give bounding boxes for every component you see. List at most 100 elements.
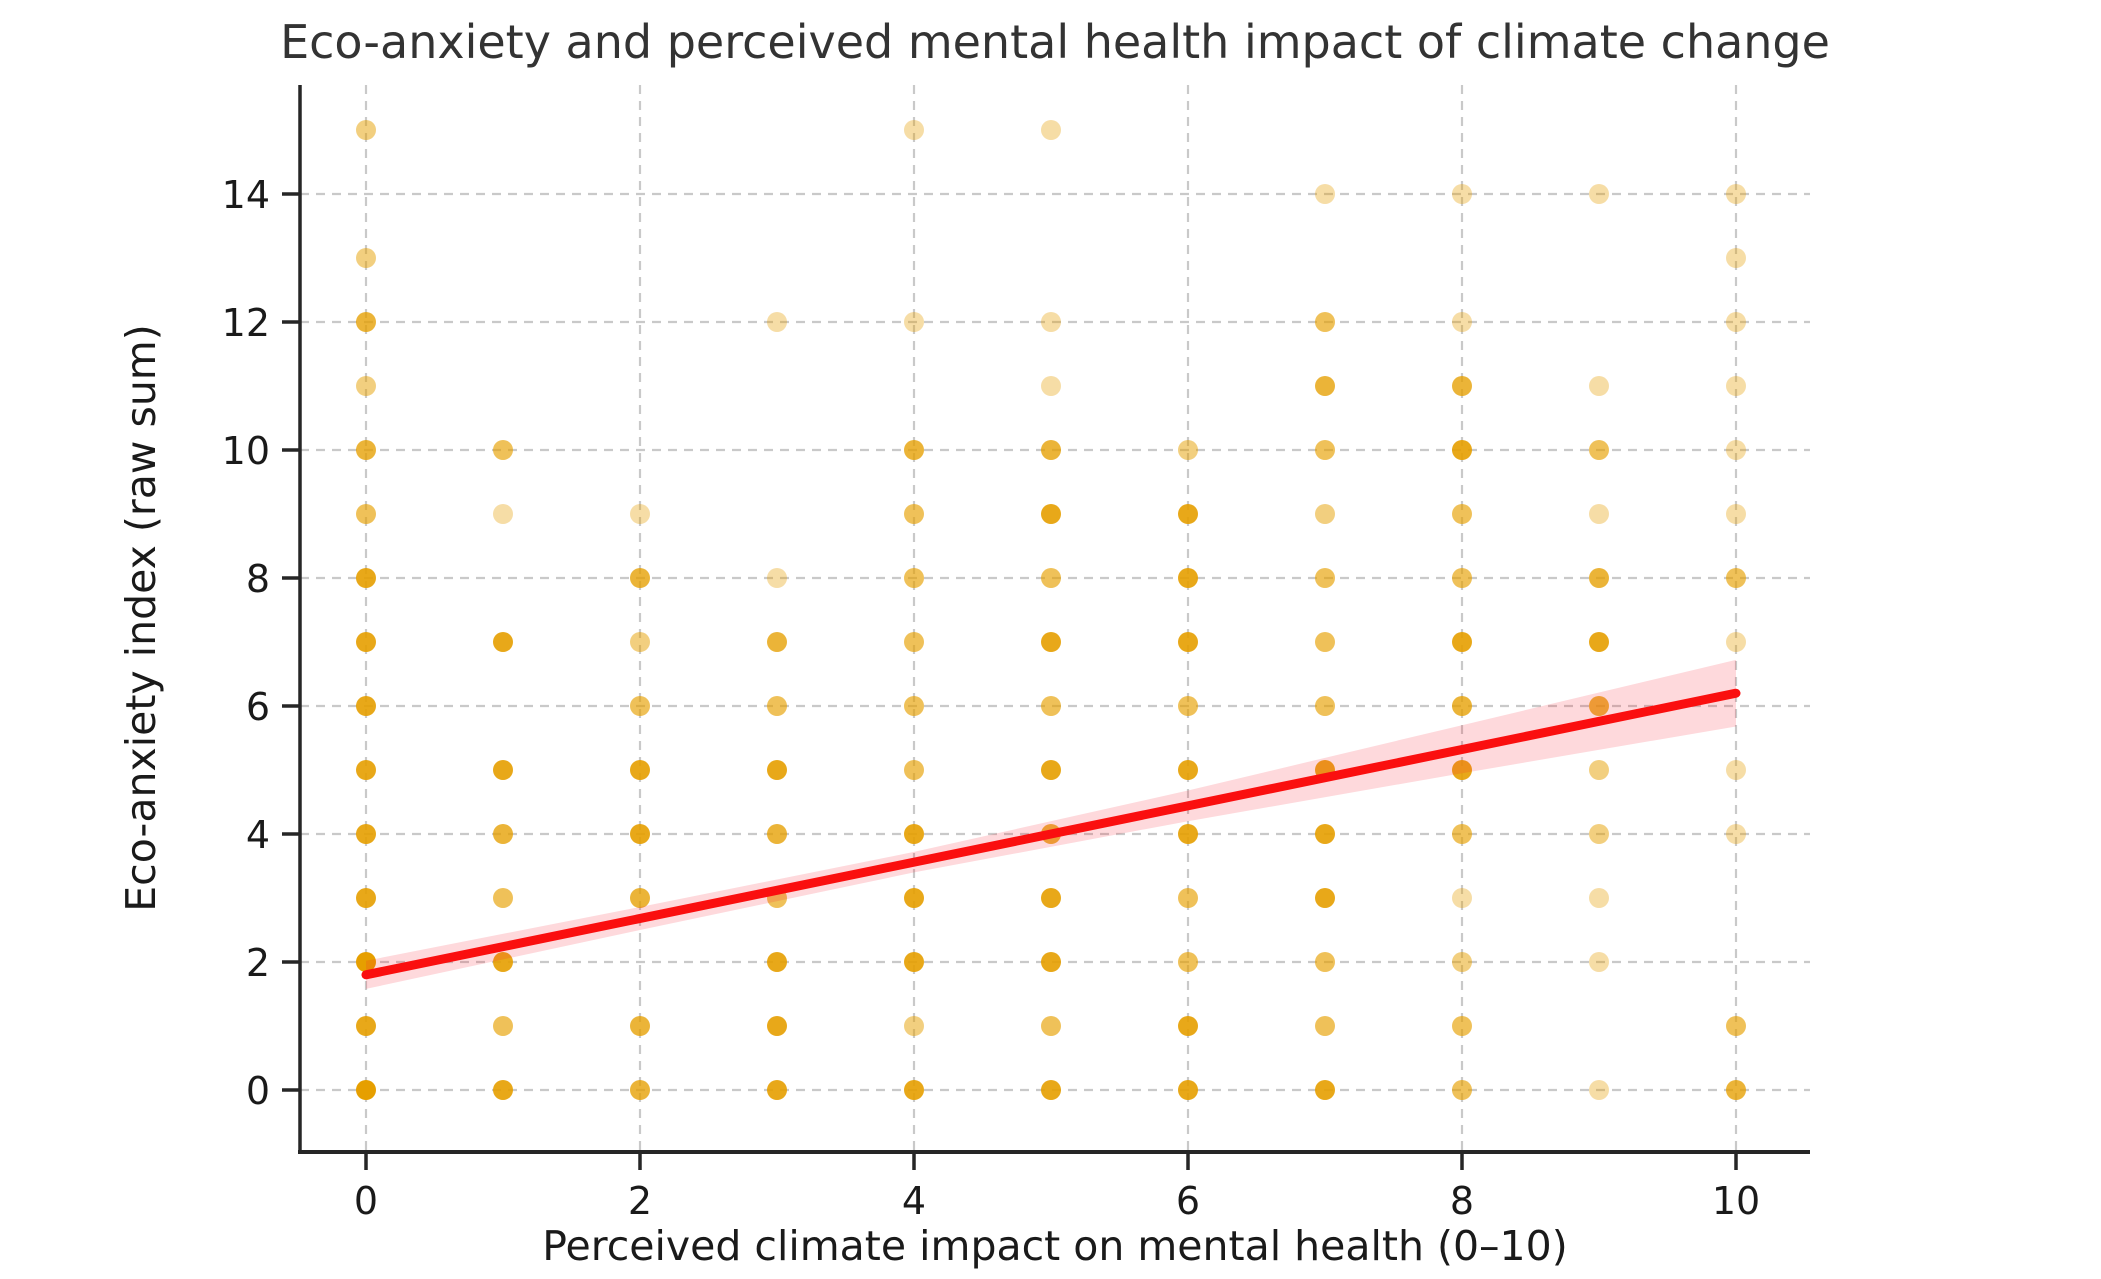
data-point [1315, 1016, 1335, 1036]
data-point [1589, 952, 1609, 972]
data-point [356, 760, 376, 780]
data-point [1315, 696, 1335, 716]
data-point [493, 888, 513, 908]
data-point [356, 376, 376, 396]
data-point [1041, 1080, 1061, 1100]
data-point [1452, 632, 1472, 652]
data-point [356, 1016, 376, 1036]
data-point [767, 632, 787, 652]
data-point [904, 760, 924, 780]
data-point [630, 824, 650, 844]
data-point [1589, 376, 1609, 396]
tick-labels: 0 2 4 6 8 10 0 2 4 6 8 10 12 14 [222, 173, 1761, 1223]
data-point [1589, 440, 1609, 460]
data-point [767, 1080, 787, 1100]
data-point [1315, 824, 1335, 844]
data-point [1041, 440, 1061, 460]
data-point [904, 824, 924, 844]
data-point [1178, 1080, 1198, 1100]
data-point [1315, 312, 1335, 332]
y-tick-label: 10 [222, 429, 270, 473]
data-point [904, 1016, 924, 1036]
data-point [356, 120, 376, 140]
data-point [904, 696, 924, 716]
data-point [1041, 760, 1061, 780]
y-tick-label: 0 [246, 1069, 270, 1113]
x-axis-label: Perceived climate impact on mental healt… [542, 1222, 1567, 1270]
data-point [1452, 760, 1472, 780]
data-point [1315, 440, 1335, 460]
data-point [1041, 376, 1061, 396]
data-point [904, 120, 924, 140]
data-point [493, 440, 513, 460]
data-point [1726, 632, 1746, 652]
data-point [1452, 568, 1472, 588]
data-point [1178, 1016, 1198, 1036]
data-point [1178, 696, 1198, 716]
data-point [1041, 568, 1061, 588]
data-point [356, 888, 376, 908]
data-point [1315, 1080, 1335, 1100]
data-point [356, 632, 376, 652]
data-point [356, 312, 376, 332]
data-point [1726, 760, 1746, 780]
data-point [904, 504, 924, 524]
data-point [1452, 184, 1472, 204]
data-point [1452, 1016, 1472, 1036]
data-point [1452, 376, 1472, 396]
data-point [356, 504, 376, 524]
data-point [904, 632, 924, 652]
data-point [1452, 952, 1472, 972]
data-point [767, 312, 787, 332]
data-point [904, 568, 924, 588]
data-point [1589, 568, 1609, 588]
data-point [1726, 824, 1746, 844]
regression-line [361, 688, 1741, 980]
data-point [1589, 824, 1609, 844]
data-point [767, 952, 787, 972]
data-point [1452, 824, 1472, 844]
data-point [1452, 440, 1472, 460]
data-point [1178, 888, 1198, 908]
data-point [1315, 184, 1335, 204]
data-point [356, 824, 376, 844]
x-tick-label: 8 [1450, 1179, 1474, 1223]
data-point [356, 248, 376, 268]
data-point [1315, 568, 1335, 588]
axes-spines [298, 85, 1810, 1154]
data-point [1041, 504, 1061, 524]
x-tick-label: 0 [354, 1179, 378, 1223]
data-point [493, 952, 513, 972]
data-point [1178, 824, 1198, 844]
data-point [904, 1080, 924, 1100]
data-point [630, 760, 650, 780]
chart-title: Eco-anxiety and perceived mental health … [280, 15, 1830, 69]
data-point [630, 1016, 650, 1036]
data-point [1726, 1080, 1746, 1100]
data-point [1726, 184, 1746, 204]
data-point [630, 696, 650, 716]
data-point [356, 696, 376, 716]
data-point [1589, 888, 1609, 908]
data-point [1726, 440, 1746, 460]
data-point [767, 824, 787, 844]
data-point [356, 952, 376, 972]
data-point [1178, 504, 1198, 524]
data-point [1589, 1080, 1609, 1100]
data-point [356, 1080, 376, 1100]
y-tick-label: 6 [246, 685, 270, 729]
data-point [1452, 1080, 1472, 1100]
data-point [493, 1080, 513, 1100]
data-point [1726, 376, 1746, 396]
data-point [1726, 504, 1746, 524]
data-point [1452, 888, 1472, 908]
data-point [1315, 888, 1335, 908]
data-point [1041, 952, 1061, 972]
data-point [630, 888, 650, 908]
data-point [904, 952, 924, 972]
data-point [1315, 504, 1335, 524]
data-point [1041, 696, 1061, 716]
data-point [1726, 248, 1746, 268]
data-point [904, 440, 924, 460]
